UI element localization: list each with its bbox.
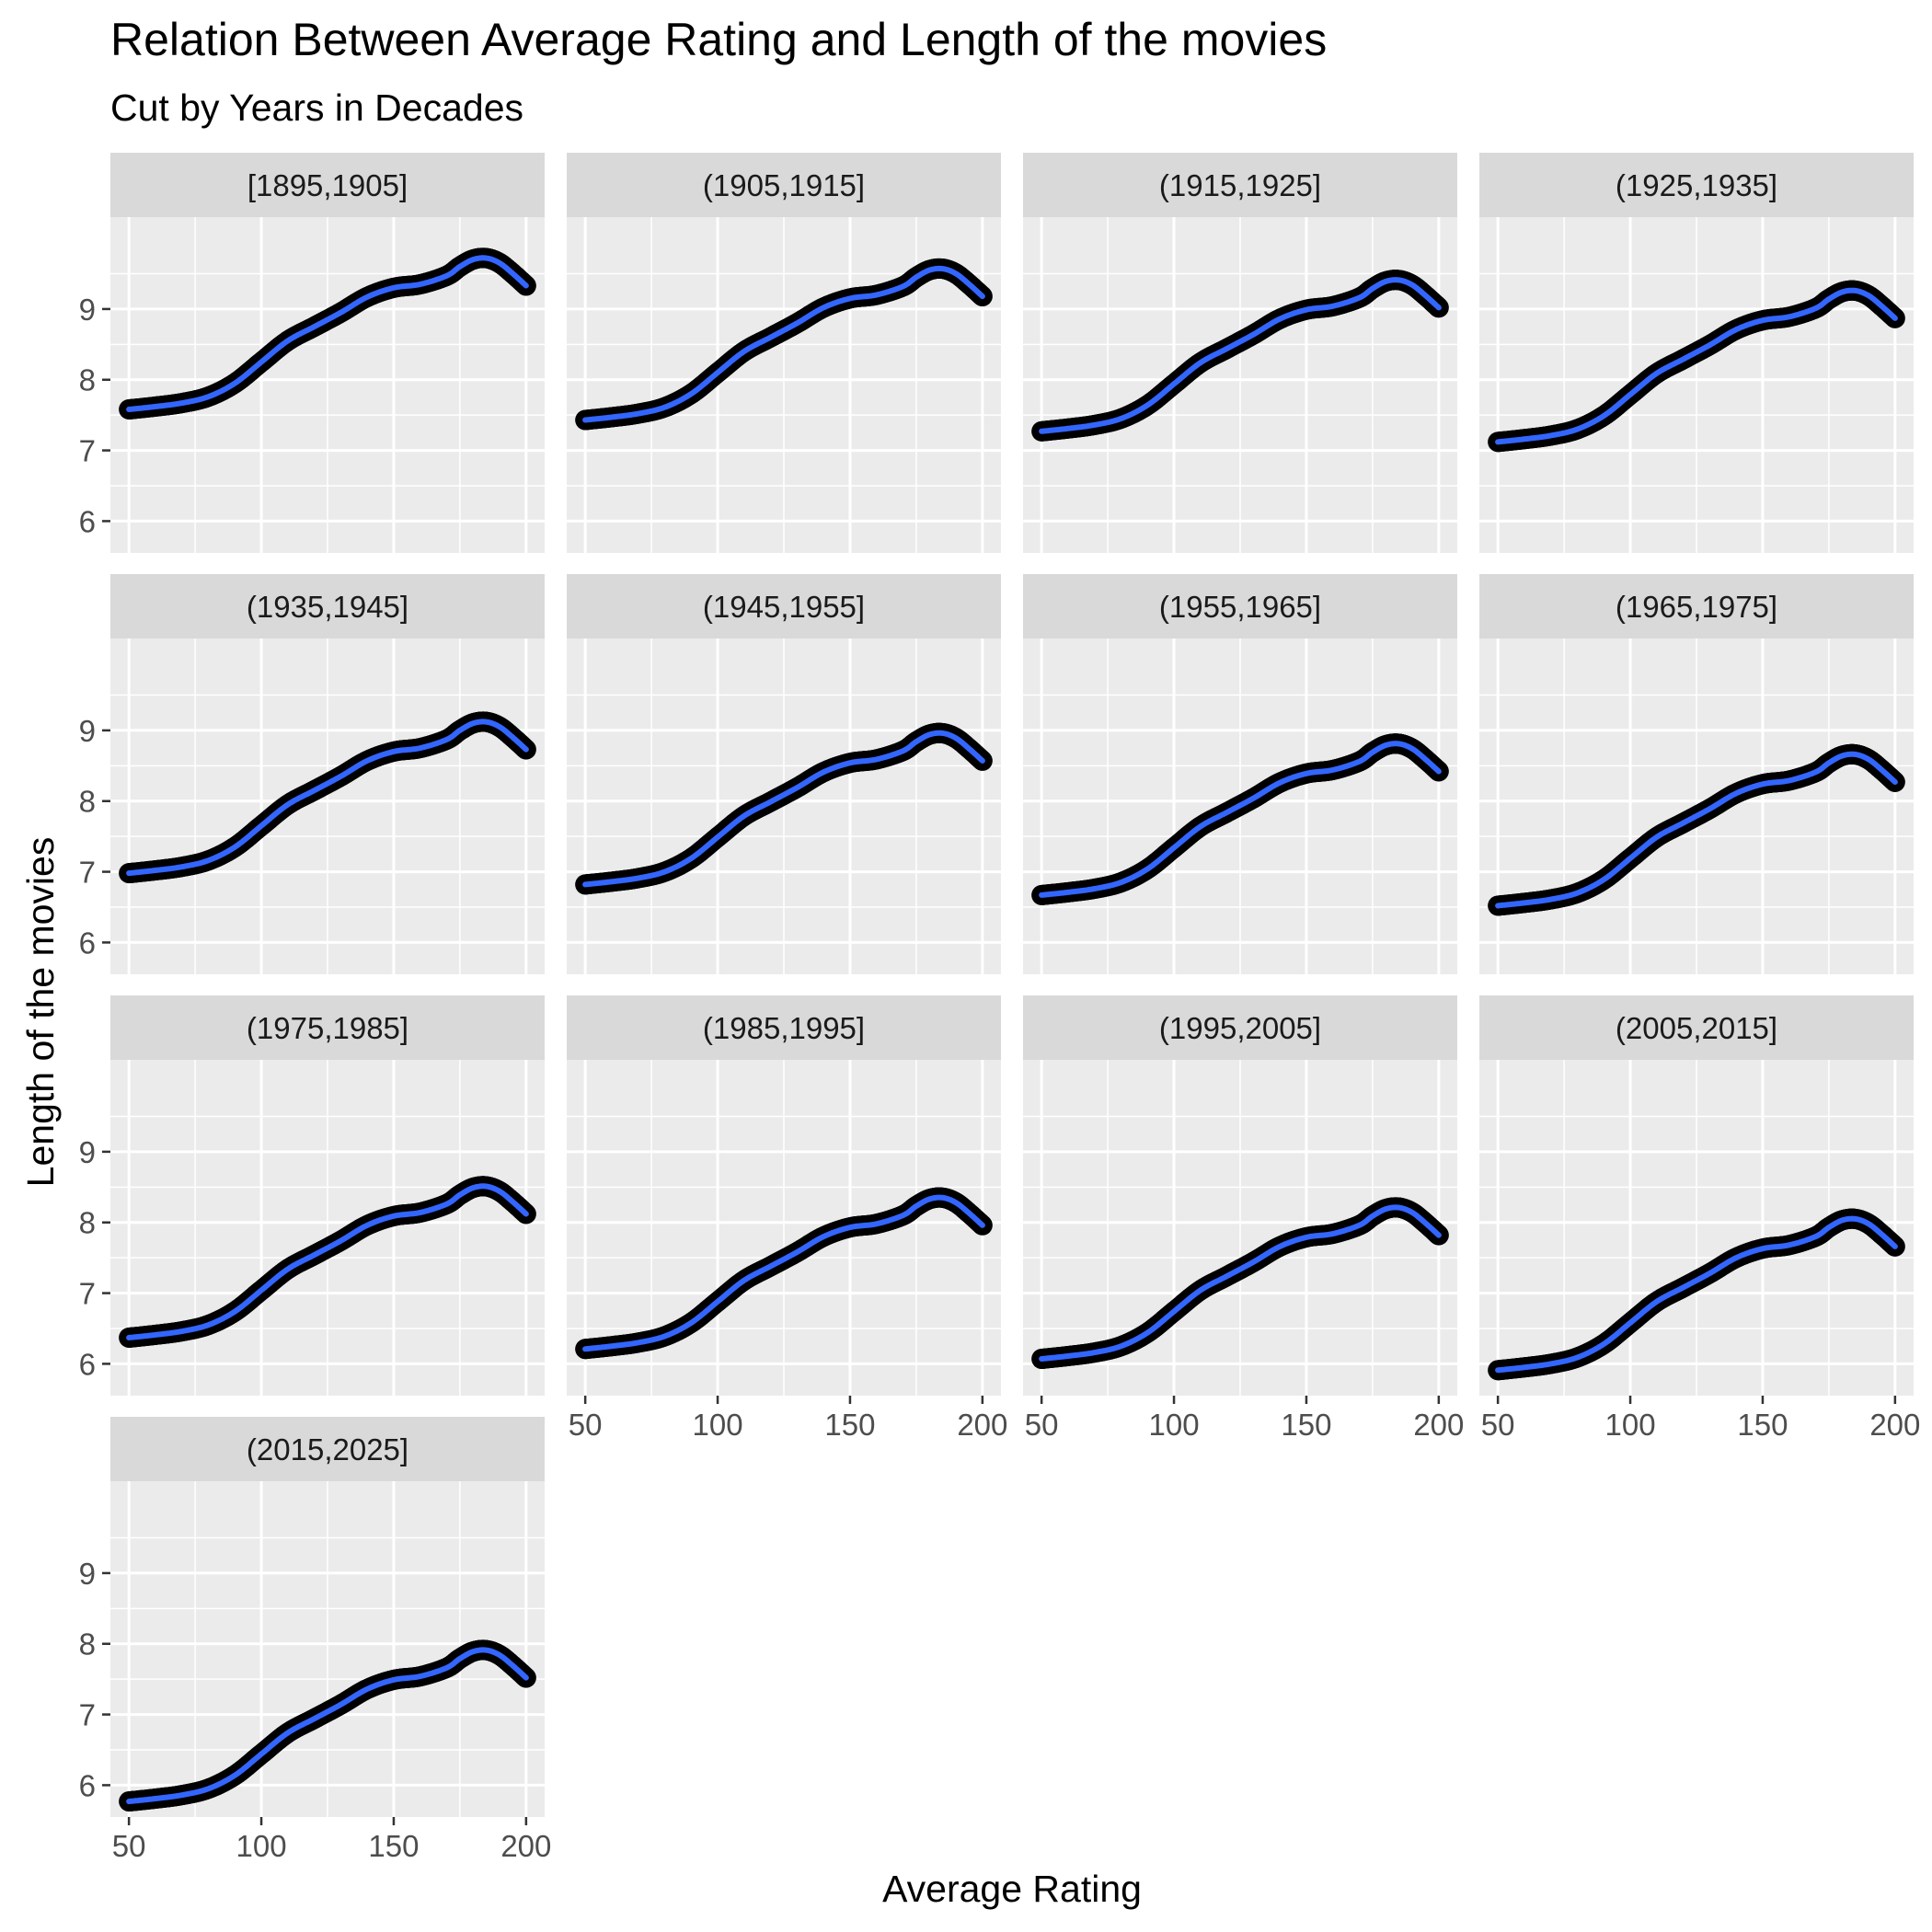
facet-panel: (1935,1945] 6 7 8 9 [79, 574, 545, 974]
facet-panel: (1945,1955] [567, 574, 1001, 974]
chart-title: Relation Between Average Rating and Leng… [110, 14, 1328, 65]
facet-panel: (1975,1985] 6 7 8 9 [79, 995, 545, 1396]
y-tick-label: 9 [79, 1135, 96, 1169]
facet-panel: (1995,2005] 50 100 150 200 [1023, 995, 1464, 1442]
facet-panel: (1965,1975] [1479, 574, 1914, 974]
facet-panel: (1955,1965] [1023, 574, 1457, 974]
facet-strip [110, 574, 545, 638]
facet-strip-label: [1895,1905] [247, 168, 408, 202]
facet-strip [1479, 153, 1914, 217]
facet-strip [1023, 153, 1457, 217]
facet-panel: (1925,1935] [1479, 153, 1914, 553]
facet-panel: (1905,1915] [567, 153, 1001, 553]
y-tick-label: 8 [79, 363, 96, 397]
y-tick-label: 6 [79, 1347, 96, 1381]
series-line [582, 730, 985, 888]
y-tick-label: 9 [79, 293, 96, 327]
facet-strip-label: (1955,1965] [1159, 590, 1321, 624]
x-tick-label: 50 [569, 1408, 603, 1442]
y-tick-label: 8 [79, 1206, 96, 1240]
facet-strip-label: (1925,1935] [1616, 168, 1777, 202]
facet-strip-label: (1975,1985] [247, 1011, 408, 1045]
facet-strip-label: (1935,1945] [247, 590, 408, 624]
facet-panels: [1895,1905] 6 7 8 9 (1905,1915] (1915,1925] (19… [79, 153, 1920, 1863]
facet-strip-label: (1985,1995] [703, 1011, 865, 1045]
facet-panel: [1895,1905] 6 7 8 9 [79, 153, 545, 553]
facet-strip-label: (1965,1975] [1616, 590, 1777, 624]
y-tick-label: 8 [79, 785, 96, 819]
x-tick-label: 100 [1149, 1408, 1200, 1442]
x-tick-label: 50 [1025, 1408, 1059, 1442]
facet-strip [567, 574, 1001, 638]
x-tick-label: 100 [693, 1408, 743, 1442]
facet-panel: (1915,1925] [1023, 153, 1457, 553]
facet-strip-label: (1995,2005] [1159, 1011, 1321, 1045]
x-tick-label: 150 [1281, 1408, 1331, 1442]
facet-panel: (1985,1995] 50 100 150 200 [567, 995, 1007, 1442]
y-tick-label: 7 [79, 434, 96, 468]
y-tick-label: 9 [79, 714, 96, 748]
x-tick-label: 200 [957, 1408, 1007, 1442]
chart-subtitle: Cut by Years in Decades [110, 86, 523, 129]
x-tick-label: 200 [1413, 1408, 1464, 1442]
y-tick-label: 6 [79, 504, 96, 538]
y-tick-label: 6 [79, 926, 96, 960]
series-line [126, 719, 529, 877]
series-line [1495, 287, 1898, 445]
x-tick-label: 150 [824, 1408, 875, 1442]
series-line [1039, 277, 1442, 434]
facet-strip [1023, 574, 1457, 638]
y-tick-label: 7 [79, 856, 96, 890]
series-line [582, 265, 985, 423]
facet-strip-label: (1905,1915] [703, 168, 865, 202]
facet-strip-label: (1945,1955] [703, 590, 865, 624]
facet-strip [110, 153, 545, 217]
series-line [126, 255, 529, 412]
facet-strip [567, 153, 1001, 217]
facet-strip-label: (1915,1925] [1159, 168, 1321, 202]
y-tick-label: 7 [79, 1277, 96, 1311]
